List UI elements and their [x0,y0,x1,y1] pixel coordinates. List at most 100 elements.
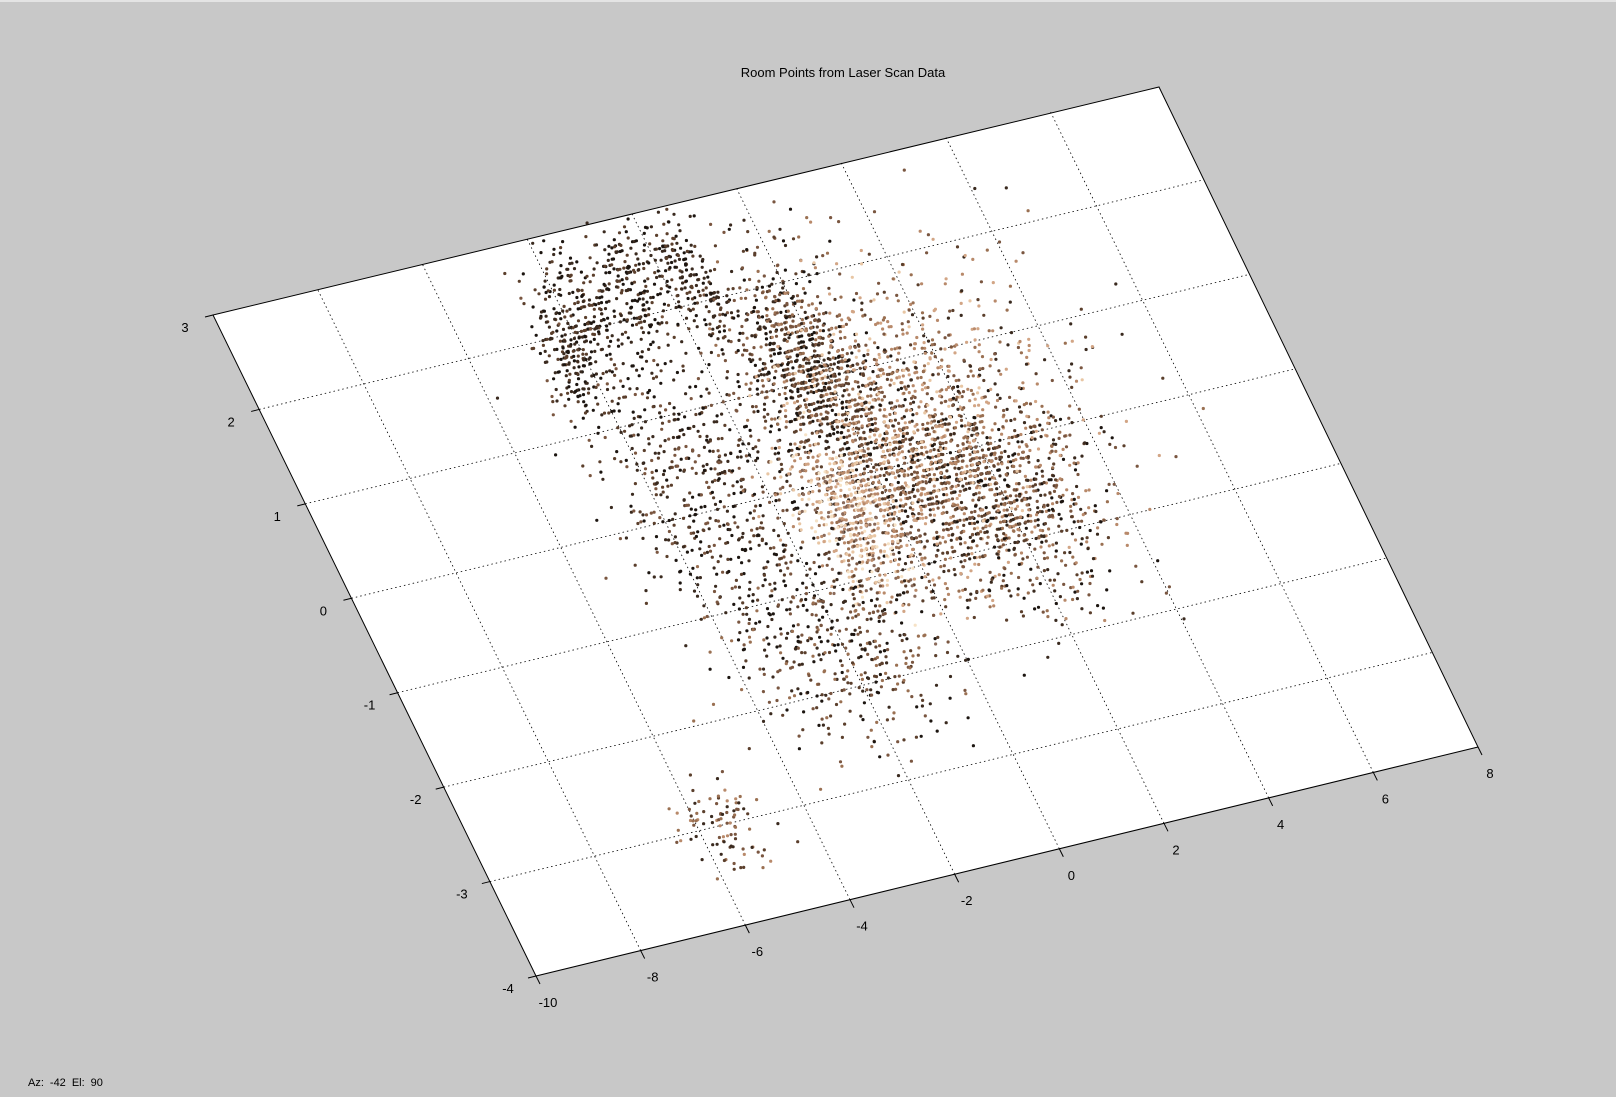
scan-point [739,455,743,459]
scan-point [781,485,785,489]
scan-point [926,339,931,343]
scan-point [946,592,951,597]
scan-point [940,482,944,486]
scan-point [1036,506,1040,510]
scan-point [883,508,887,512]
scan-point [805,561,809,566]
scan-point [898,539,902,543]
scan-point [823,669,827,673]
scan-point [935,535,939,539]
scan-point [705,550,710,555]
scan-point [881,584,885,588]
scan-point [789,396,793,400]
scan-point [820,717,824,721]
scan-point [739,485,744,489]
scan-point [552,288,557,292]
scan-point [725,370,730,374]
scan-point [1004,496,1008,500]
scan-point [864,400,868,405]
scan-point [1102,430,1106,434]
scan-point [640,355,644,359]
scan-point [814,613,818,617]
scan-point [857,603,862,607]
scan-point [888,547,893,551]
scan-point [580,335,585,339]
scan-point [875,720,879,725]
scan-point [883,442,888,446]
scan-point [983,553,987,558]
scan-point [801,287,806,291]
scan-point [649,296,653,300]
scan-point [650,371,654,375]
scan-point [908,408,913,412]
scan-point [858,390,863,394]
scan-point [697,290,701,294]
scan-point [597,301,601,306]
scan-point [599,470,603,474]
scan-point [964,487,968,491]
scan-point [820,564,825,568]
scan-point [821,723,826,727]
scan-point [834,649,838,653]
scan-point [722,505,726,509]
scan-point [807,451,811,455]
grid-line-x [840,162,1165,824]
scan-point [810,431,814,435]
scan-point [962,518,966,522]
scan-point [563,404,567,408]
scan-point [602,230,606,234]
scan-point [582,358,586,362]
scan-point [892,440,897,444]
scan-point [710,490,715,494]
scan-point [689,243,693,247]
scan-point [666,290,670,294]
scan-point [825,417,829,421]
scan-point [832,643,837,647]
scan-point [923,575,927,579]
scan-point [844,417,849,421]
scan-point [795,588,799,592]
scan-point [848,434,852,438]
scan-point [870,405,874,409]
scan-point [827,697,831,701]
scan-point [989,580,993,584]
scan-point [907,467,911,471]
scan-point [632,280,637,284]
scan-point [697,454,701,458]
scan-point [868,523,872,527]
scan-point [795,411,799,415]
scan-point [892,552,896,556]
scan-point [753,363,758,367]
scan-point [845,552,849,556]
scan-point [1033,437,1037,441]
scan-point [569,390,574,394]
scan-point [976,466,980,471]
scan-point [941,441,945,445]
scan-point [867,577,871,581]
scan-point [684,262,688,266]
scan-point [1062,582,1066,587]
scan-point [817,471,821,475]
scan-point [925,468,930,472]
scan-point [832,362,836,366]
scan-point [836,482,840,486]
scan-point [636,257,640,261]
scan-point [858,554,862,558]
scan-point [896,480,900,485]
scan-point [893,535,897,539]
scan-point [870,657,874,662]
scan-point [927,562,931,566]
scan-point [701,281,705,285]
scan-point [809,390,813,394]
scan-point [1037,535,1041,539]
scan-point [820,422,824,426]
scan-point [851,579,855,584]
scan-point [1018,469,1022,473]
scan-point [845,400,849,404]
scan-point [845,476,849,480]
scan-point [943,540,948,544]
scan-point [801,492,806,497]
scan-point [1048,578,1052,582]
scan-point [716,437,721,441]
